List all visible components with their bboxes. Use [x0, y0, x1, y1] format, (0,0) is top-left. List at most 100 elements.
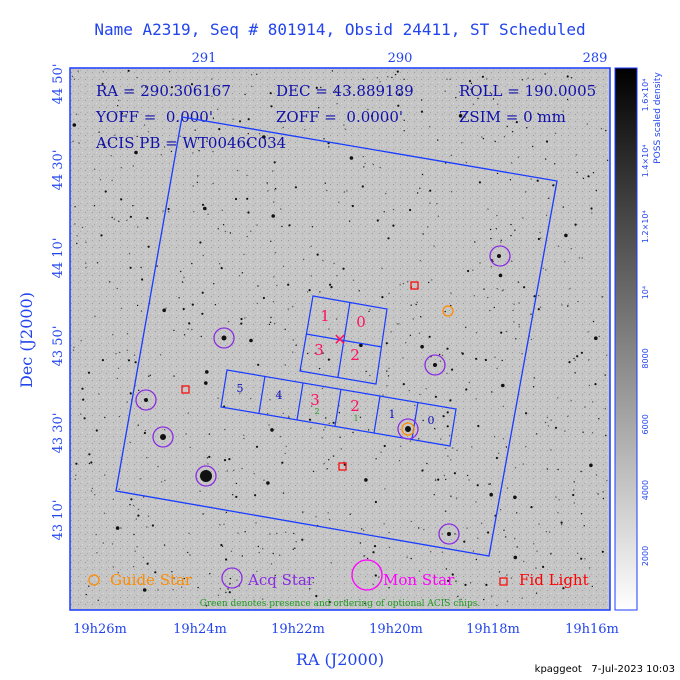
field-star	[224, 230, 227, 233]
field-star	[256, 570, 258, 573]
field-star	[604, 408, 607, 410]
field-star	[518, 302, 520, 304]
field-star	[368, 310, 370, 313]
field-star	[126, 401, 128, 403]
left-tick: 43 50'	[51, 326, 66, 367]
field-star	[276, 284, 278, 287]
field-star	[432, 418, 434, 421]
field-star	[489, 309, 491, 312]
top-tick-291: 291	[192, 51, 217, 66]
guide-stars	[401, 305, 454, 436]
field-star	[129, 441, 131, 444]
field-star	[557, 512, 559, 514]
field-star	[442, 415, 445, 418]
field-star	[407, 280, 409, 283]
field-star	[558, 499, 560, 501]
field-star	[157, 465, 159, 468]
field-star	[113, 218, 116, 220]
field-star	[262, 598, 264, 600]
field-star	[197, 586, 199, 589]
field-star	[295, 541, 297, 543]
field-star	[416, 192, 419, 194]
field-star	[202, 513, 204, 515]
field-star	[85, 593, 87, 596]
field-star	[570, 77, 573, 79]
field-star	[527, 77, 529, 80]
field-star	[544, 421, 547, 424]
field-star	[179, 135, 181, 137]
field-star	[137, 424, 139, 426]
field-star	[409, 440, 412, 442]
field-star	[467, 269, 470, 273]
field-star	[318, 367, 321, 370]
field-star	[539, 237, 542, 239]
field-star	[445, 510, 447, 512]
field-star	[454, 533, 456, 535]
field-star	[383, 211, 385, 213]
field-star	[396, 323, 398, 325]
field-star	[582, 431, 584, 433]
field-star	[510, 577, 513, 579]
field-star	[336, 275, 338, 277]
field-star	[605, 434, 607, 437]
field-star	[137, 514, 140, 517]
field-star	[120, 527, 122, 529]
field-star	[115, 526, 120, 530]
field-star	[580, 513, 583, 515]
field-star	[328, 459, 330, 461]
field-star	[116, 111, 118, 113]
field-star	[280, 121, 282, 123]
field-star	[419, 187, 421, 189]
field-star	[306, 291, 309, 293]
field-star	[506, 574, 508, 576]
field-star	[419, 260, 421, 262]
field-star	[511, 131, 514, 133]
field-star	[343, 191, 346, 193]
field-star	[311, 226, 314, 228]
field-star	[514, 467, 517, 469]
bottom-tick: 19h26m	[73, 622, 127, 637]
field-star	[310, 405, 313, 407]
field-star	[98, 393, 100, 395]
top-tick-290: 290	[388, 51, 413, 66]
field-star	[376, 219, 379, 222]
field-star	[587, 331, 589, 333]
colorbar-tick-label: 4000	[641, 480, 650, 500]
field-star	[82, 398, 85, 401]
field-star	[157, 589, 159, 591]
colorbar-tick-label: 1.6×10⁴	[641, 79, 650, 112]
acis-s-chip-label: 3	[310, 391, 320, 409]
field-star	[521, 597, 523, 599]
field-star	[522, 463, 524, 465]
field-star	[522, 217, 524, 219]
field-star	[327, 512, 329, 514]
field-star	[240, 317, 243, 321]
field-star	[142, 588, 147, 592]
field-star	[495, 228, 497, 230]
field-star	[209, 573, 211, 575]
field-star	[292, 339, 294, 341]
field-star	[364, 478, 368, 482]
field-star	[197, 175, 199, 177]
field-star	[509, 179, 512, 181]
field-star	[75, 474, 77, 476]
field-star	[328, 146, 330, 148]
field-star	[344, 599, 346, 602]
field-star	[455, 97, 457, 99]
field-star	[218, 128, 221, 131]
field-star	[392, 208, 395, 211]
field-star	[552, 184, 555, 187]
left-tick: 43 10'	[51, 500, 66, 541]
field-star	[364, 602, 366, 605]
field-star	[388, 587, 390, 589]
field-star	[170, 86, 173, 89]
field-star	[132, 566, 135, 568]
field-star	[385, 342, 388, 345]
field-star	[168, 70, 171, 73]
field-star	[212, 150, 214, 153]
field-star	[408, 389, 410, 392]
bottom-tick: 19h18m	[466, 622, 520, 637]
field-star	[200, 335, 202, 338]
field-star	[550, 553, 552, 555]
field-star	[338, 411, 340, 414]
